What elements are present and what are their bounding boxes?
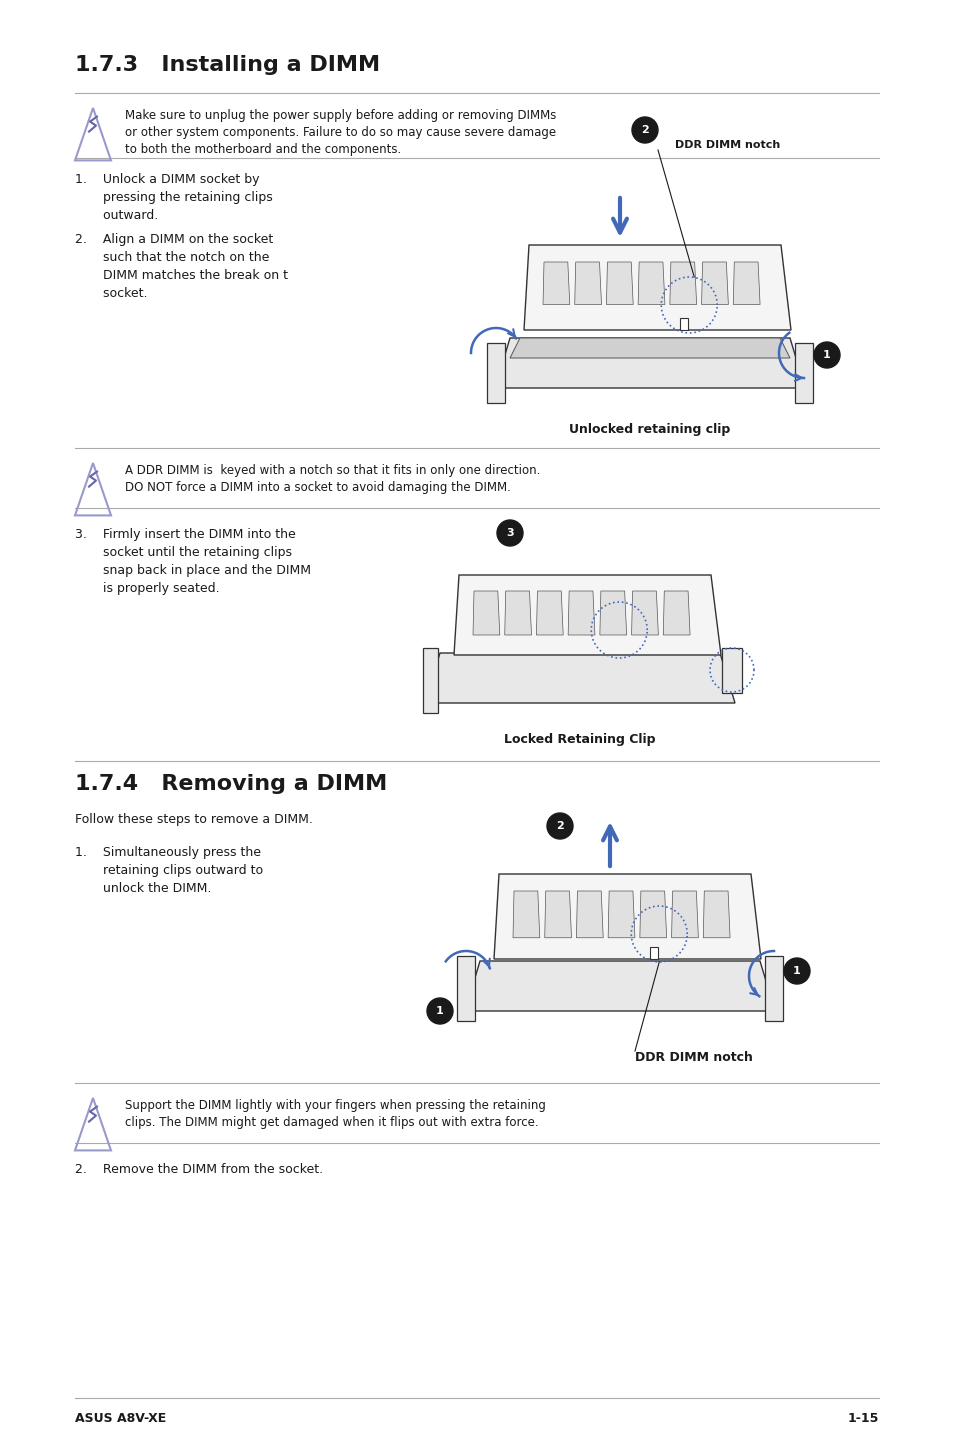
Text: 2: 2 [640,125,648,135]
Text: DDR DIMM notch: DDR DIMM notch [675,139,780,150]
Text: 2: 2 [556,821,563,831]
Polygon shape [576,892,602,938]
Circle shape [497,521,522,546]
FancyBboxPatch shape [486,344,504,403]
Text: 1.7.4   Removing a DIMM: 1.7.4 Removing a DIMM [75,774,387,794]
Circle shape [546,812,573,838]
Polygon shape [669,262,696,305]
Text: 1: 1 [792,966,800,976]
Polygon shape [504,591,531,636]
Text: 2.    Remove the DIMM from the socket.: 2. Remove the DIMM from the socket. [75,1163,323,1176]
Polygon shape [607,892,635,938]
Text: Locked Retaining Clip: Locked Retaining Clip [504,733,655,746]
FancyBboxPatch shape [422,649,437,713]
Polygon shape [494,874,760,959]
Polygon shape [638,262,664,305]
Polygon shape [650,948,658,959]
Polygon shape [473,591,499,636]
Polygon shape [536,591,562,636]
Polygon shape [631,591,658,636]
Polygon shape [599,591,626,636]
FancyBboxPatch shape [456,956,475,1021]
Polygon shape [464,961,774,1011]
Polygon shape [679,318,687,329]
Polygon shape [733,262,760,305]
Polygon shape [542,262,569,305]
Polygon shape [574,262,601,305]
Text: 2.    Align a DIMM on the socket
       such that the notch on the
       DIMM m: 2. Align a DIMM on the socket such that … [75,233,288,301]
Text: 3: 3 [506,528,514,538]
Text: Make sure to unplug the power supply before adding or removing DIMMs
or other sy: Make sure to unplug the power supply bef… [125,109,556,155]
Polygon shape [671,892,698,938]
Text: Support the DIMM lightly with your fingers when pressing the retaining
clips. Th: Support the DIMM lightly with your finge… [125,1099,545,1129]
Polygon shape [700,262,727,305]
Circle shape [813,342,840,368]
Text: A DDR DIMM is  keyed with a notch so that it fits in only one direction.
DO NOT : A DDR DIMM is keyed with a notch so that… [125,464,539,495]
Text: 1: 1 [822,349,830,360]
Polygon shape [639,892,666,938]
Text: 1.    Unlock a DIMM socket by
       pressing the retaining clips
       outward: 1. Unlock a DIMM socket by pressing the … [75,173,273,221]
Polygon shape [495,338,804,388]
Text: 3.    Firmly insert the DIMM into the
       socket until the retaining clips
  : 3. Firmly insert the DIMM into the socke… [75,528,311,595]
Circle shape [631,116,658,142]
Polygon shape [454,575,720,654]
Text: Follow these steps to remove a DIMM.: Follow these steps to remove a DIMM. [75,812,313,825]
FancyBboxPatch shape [794,344,812,403]
Polygon shape [721,649,741,693]
Polygon shape [662,591,689,636]
Text: ASUS A8V-XE: ASUS A8V-XE [75,1412,166,1425]
FancyBboxPatch shape [764,956,782,1021]
Polygon shape [568,591,595,636]
Polygon shape [523,244,790,329]
Text: 1-15: 1-15 [846,1412,878,1425]
Polygon shape [510,338,789,358]
Text: Unlocked retaining clip: Unlocked retaining clip [569,423,730,436]
Text: 1.7.3   Installing a DIMM: 1.7.3 Installing a DIMM [75,55,379,75]
Text: 1.    Simultaneously press the
       retaining clips outward to
       unlock t: 1. Simultaneously press the retaining cl… [75,846,263,894]
Polygon shape [702,892,729,938]
Polygon shape [424,653,734,703]
Polygon shape [544,892,571,938]
Text: 1: 1 [436,1007,443,1017]
Circle shape [427,998,453,1024]
Text: DDR DIMM notch: DDR DIMM notch [635,1051,752,1064]
Polygon shape [513,892,539,938]
Polygon shape [606,262,633,305]
Circle shape [783,958,809,984]
